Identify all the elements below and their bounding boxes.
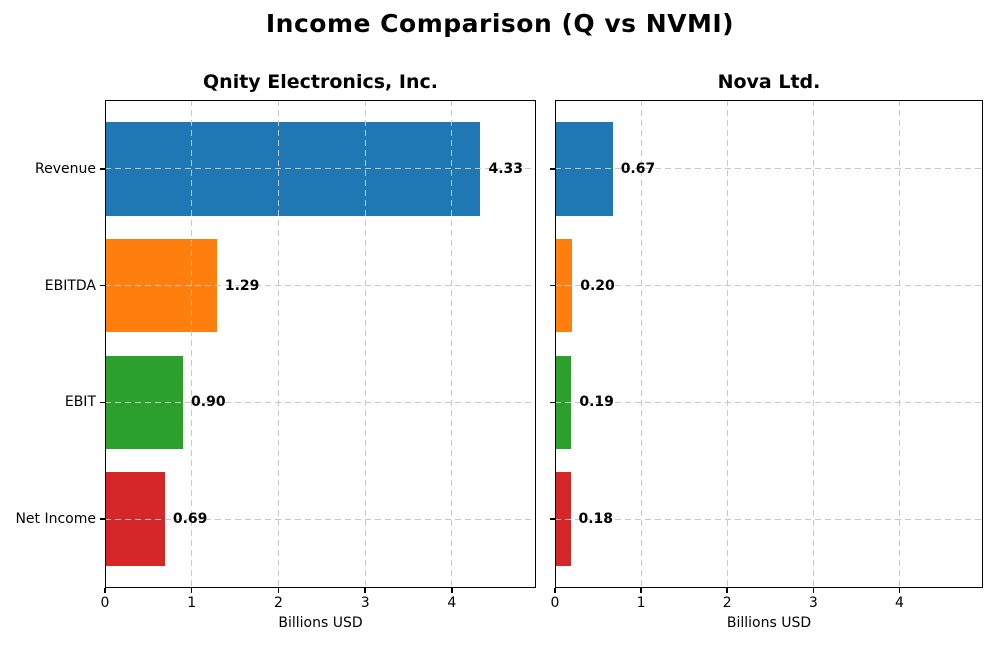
x-tick-label: 0 xyxy=(100,595,110,611)
gridline-horizontal xyxy=(105,518,536,520)
y-tick-mark xyxy=(550,168,555,170)
x-tick-label: 3 xyxy=(808,595,818,611)
gridline-vertical xyxy=(451,100,453,588)
x-tick-label: 3 xyxy=(360,595,370,611)
x-tick-label: 4 xyxy=(894,595,904,611)
gridline-vertical xyxy=(640,100,642,588)
gridline-horizontal xyxy=(105,401,536,403)
x-tick-label: 4 xyxy=(447,595,457,611)
x-tick-label: 2 xyxy=(273,595,283,611)
x-axis-label: Billions USD xyxy=(278,615,363,631)
y-tick-mark xyxy=(100,401,105,404)
x-tick-mark xyxy=(812,588,815,593)
gridline-horizontal xyxy=(555,168,983,170)
value-label: 0.90 xyxy=(191,394,226,411)
gridline-vertical xyxy=(277,100,280,588)
x-tick-mark xyxy=(277,588,280,593)
x-tick-mark xyxy=(190,588,193,593)
x-tick-label: 1 xyxy=(187,595,197,611)
value-label: 0.69 xyxy=(172,511,208,528)
x-tick-mark xyxy=(898,588,901,593)
x-tick-mark xyxy=(554,588,556,593)
y-tick-label: Net Income xyxy=(15,511,96,528)
right-chart-frame xyxy=(555,100,983,588)
x-axis-label: Billions USD xyxy=(726,615,812,631)
gridline-vertical xyxy=(364,100,366,588)
gridline-vertical xyxy=(191,100,193,588)
value-label: 0.19 xyxy=(579,394,614,411)
gridline-horizontal xyxy=(555,518,983,520)
x-tick-mark xyxy=(104,588,106,593)
value-label: 0.18 xyxy=(578,511,614,528)
right-chart: Nova Ltd. 0.67 0.20 0.19 0.18 0 1 2 3 4 Billions … xyxy=(550,71,983,631)
value-label: 0.20 xyxy=(580,277,615,294)
gridline-horizontal xyxy=(105,285,536,287)
value-label: 4.33 xyxy=(488,160,524,177)
gridline-vertical xyxy=(812,100,814,588)
y-tick-label: EBIT xyxy=(64,394,96,411)
y-tick-mark xyxy=(550,284,555,287)
x-tick-label: 1 xyxy=(636,595,646,611)
gridline-horizontal xyxy=(555,285,983,287)
x-tick-mark xyxy=(451,588,453,593)
x-tick-mark xyxy=(364,588,366,593)
y-tick-label: EBITDA xyxy=(44,277,96,294)
right-chart-title: Nova Ltd. xyxy=(717,71,821,93)
x-tick-mark xyxy=(726,588,728,593)
gridline-horizontal xyxy=(105,168,536,170)
y-tick-mark xyxy=(550,518,555,520)
left-chart: Qnity Electronics, Inc. 4.33 Revenue 1.29 E… xyxy=(15,71,536,631)
y-tick-mark xyxy=(100,518,105,520)
x-tick-label: 0 xyxy=(550,595,560,611)
x-tick-label: 2 xyxy=(722,595,732,611)
value-label: 1.29 xyxy=(224,277,260,294)
y-tick-mark xyxy=(100,284,105,287)
y-tick-label: Revenue xyxy=(35,160,96,177)
left-chart-title: Qnity Electronics, Inc. xyxy=(203,71,438,93)
y-tick-mark xyxy=(100,168,105,170)
value-label: 0.67 xyxy=(620,160,656,177)
figure-title: Income Comparison (Q vs NVMI) xyxy=(265,9,735,38)
x-tick-mark xyxy=(640,588,642,593)
gridline-horizontal xyxy=(555,401,983,403)
gridline-vertical xyxy=(898,100,901,588)
gridline-vertical xyxy=(726,100,728,588)
y-tick-mark xyxy=(550,401,555,404)
